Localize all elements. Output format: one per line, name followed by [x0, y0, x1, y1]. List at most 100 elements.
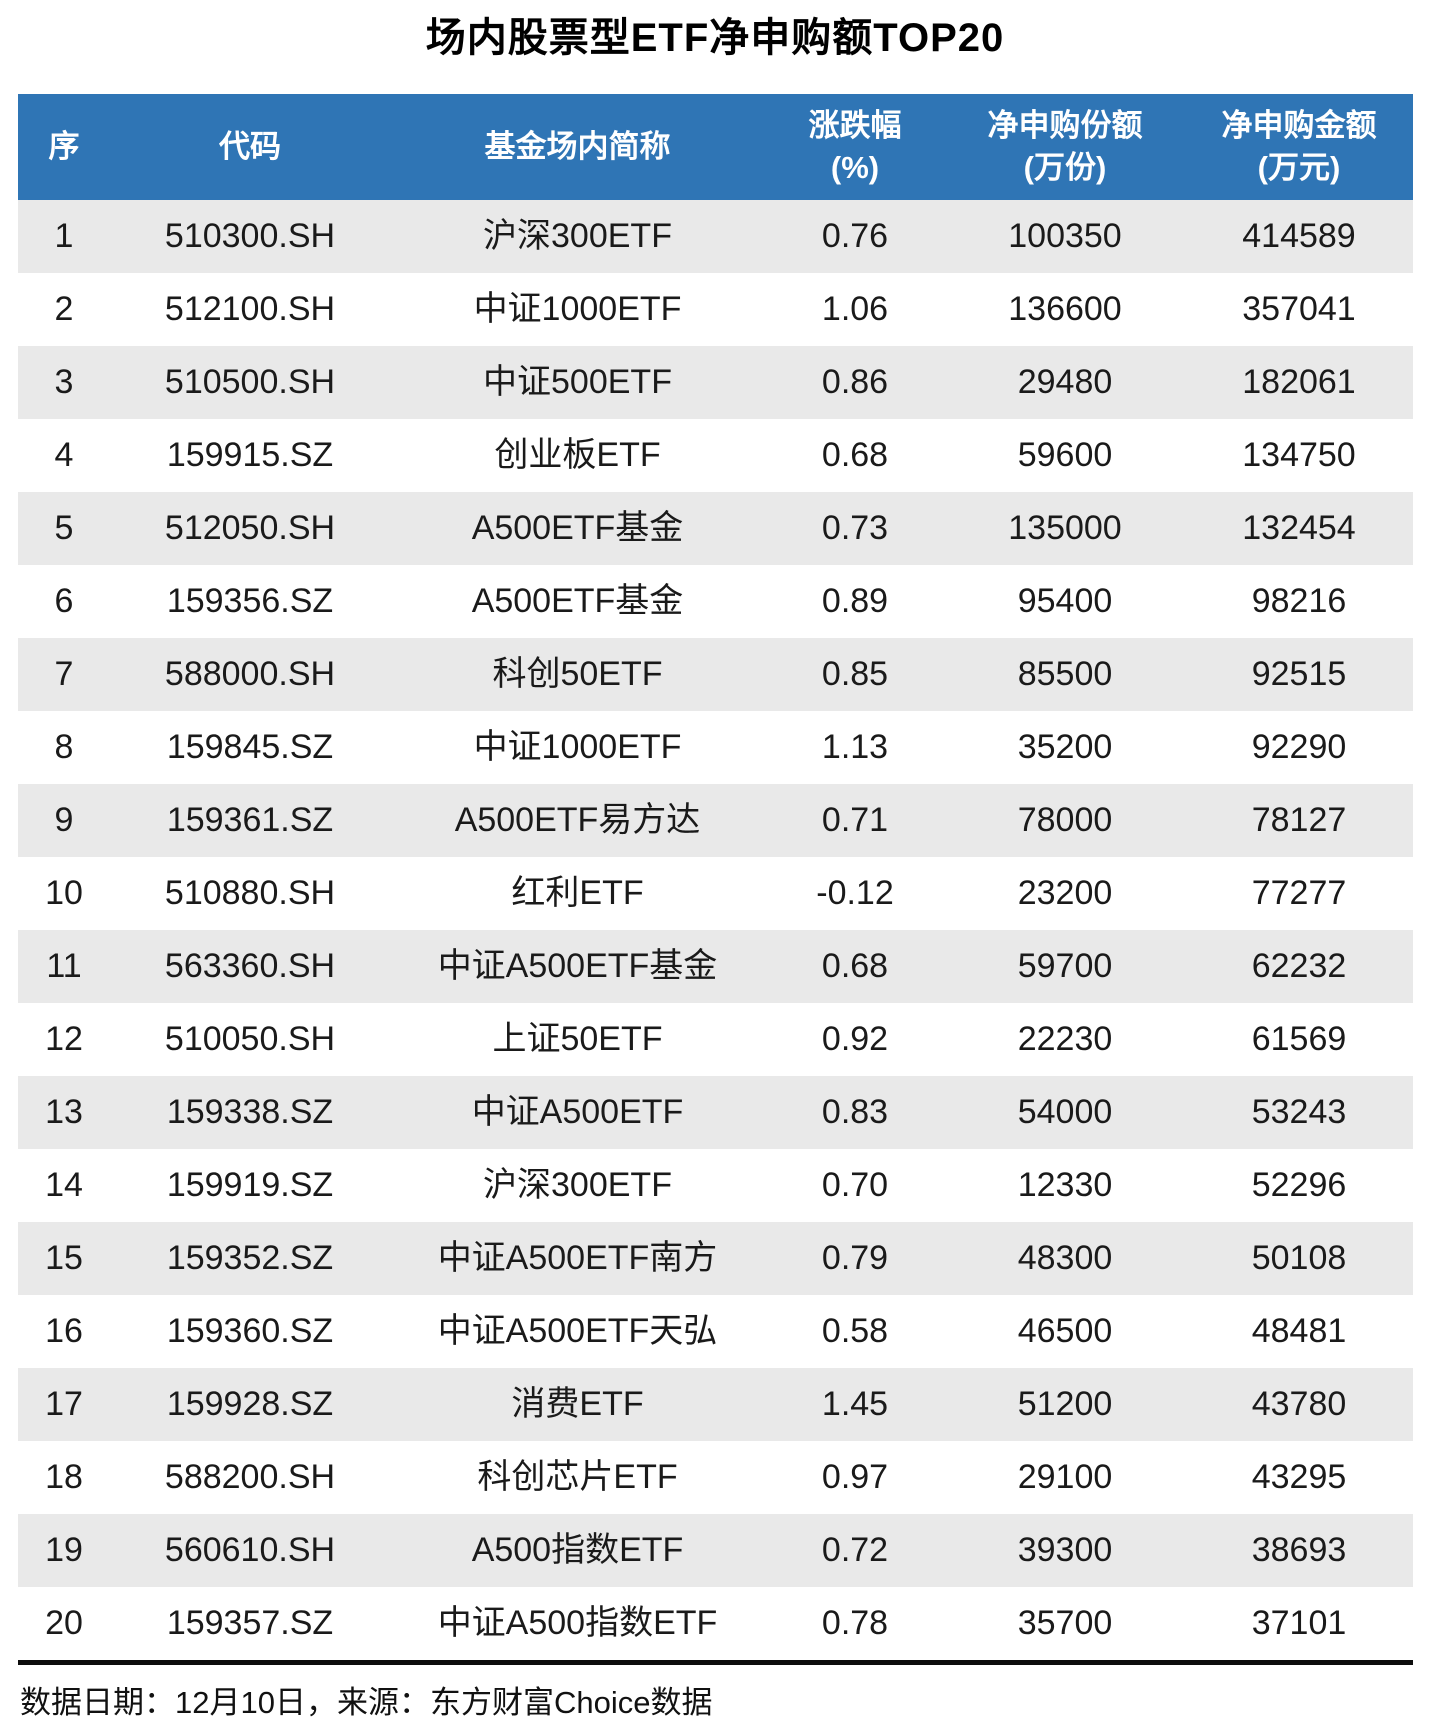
cell-seq: 18	[45, 1458, 83, 1496]
cell-net-shares: 23200	[1017, 874, 1113, 912]
cell-code: 159352.SZ	[166, 1239, 334, 1277]
header-code: 代码	[110, 94, 390, 200]
cell-change-pct: 0.68	[821, 436, 889, 474]
table-row: 18 588200.SH 科创芯片ETF 0.97 29100 43295	[18, 1441, 1413, 1514]
cell-fund-name: 中证1000ETF	[473, 290, 682, 328]
header-change-pct: 涨跌幅 (%)	[765, 94, 945, 200]
cell-code: 159356.SZ	[166, 582, 334, 620]
table-row: 16 159360.SZ 中证A500ETF天弘 0.58 46500 4848…	[18, 1295, 1413, 1368]
cell-net-amount: 38693	[1251, 1531, 1347, 1569]
table-row: 2 512100.SH 中证1000ETF 1.06 136600 357041	[18, 273, 1413, 346]
header-net-amount-line1: 净申购金额	[1221, 108, 1377, 143]
cell-fund-name: 中证A500ETF天弘	[437, 1312, 718, 1350]
header-fund-name: 基金场内简称	[390, 94, 765, 200]
cell-code: 588000.SH	[164, 655, 336, 693]
cell-net-shares: 59600	[1017, 436, 1113, 474]
cell-seq: 15	[45, 1239, 83, 1277]
cell-code: 588200.SH	[164, 1458, 336, 1496]
cell-fund-name: 中证A500指数ETF	[437, 1604, 718, 1642]
cell-net-amount: 43295	[1251, 1458, 1347, 1496]
cell-net-shares: 35200	[1017, 728, 1113, 766]
cell-fund-name: 消费ETF	[511, 1385, 644, 1423]
cell-fund-name: 中证A500ETF南方	[437, 1239, 718, 1277]
cell-change-pct: 0.78	[821, 1604, 889, 1642]
cell-net-shares: 59700	[1017, 947, 1113, 985]
table-row: 19 560610.SH A500指数ETF 0.72 39300 38693	[18, 1514, 1413, 1587]
cell-fund-name: 中证1000ETF	[473, 728, 682, 766]
table-row: 9 159361.SZ A500ETF易方达 0.71 78000 78127	[18, 784, 1413, 857]
cell-seq: 12	[45, 1020, 83, 1058]
cell-net-amount: 53243	[1251, 1093, 1347, 1131]
header-change-pct-line2: (%)	[830, 150, 880, 185]
cell-net-amount: 78127	[1251, 801, 1347, 839]
cell-code: 159338.SZ	[166, 1093, 334, 1131]
cell-code: 510500.SH	[164, 363, 336, 401]
cell-fund-name: 科创50ETF	[492, 655, 663, 693]
cell-net-amount: 182061	[1242, 363, 1356, 401]
cell-change-pct: 1.45	[821, 1385, 889, 1423]
table-row: 6 159356.SZ A500ETF基金 0.89 95400 98216	[18, 565, 1413, 638]
cell-net-amount: 414589	[1242, 217, 1356, 255]
cell-seq: 2	[54, 290, 74, 328]
table-row: 13 159338.SZ 中证A500ETF 0.83 54000 53243	[18, 1076, 1413, 1149]
header-code-line1: 代码	[219, 129, 281, 164]
cell-net-shares: 54000	[1017, 1093, 1113, 1131]
cell-seq: 9	[54, 801, 74, 839]
cell-code: 159915.SZ	[166, 436, 334, 474]
cell-change-pct: 0.92	[821, 1020, 889, 1058]
cell-seq: 10	[45, 874, 83, 912]
cell-change-pct: 0.58	[821, 1312, 889, 1350]
cell-code: 159919.SZ	[166, 1166, 334, 1204]
cell-change-pct: 0.79	[821, 1239, 889, 1277]
cell-seq: 1	[54, 217, 74, 255]
table-row: 12 510050.SH 上证50ETF 0.92 22230 61569	[18, 1003, 1413, 1076]
cell-net-amount: 77277	[1251, 874, 1347, 912]
cell-code: 560610.SH	[164, 1531, 336, 1569]
cell-fund-name: 中证A500ETF	[471, 1093, 684, 1131]
cell-code: 510300.SH	[164, 217, 336, 255]
table-row: 11 563360.SH 中证A500ETF基金 0.68 59700 6223…	[18, 930, 1413, 1003]
cell-net-shares: 39300	[1017, 1531, 1113, 1569]
table-row: 8 159845.SZ 中证1000ETF 1.13 35200 92290	[18, 711, 1413, 784]
cell-net-amount: 62232	[1251, 947, 1347, 985]
cell-change-pct: 0.76	[821, 217, 889, 255]
table-row: 1 510300.SH 沪深300ETF 0.76 100350 414589	[18, 200, 1413, 273]
header-net-amount: 净申购金额 (万元)	[1185, 94, 1413, 200]
page-title: 场内股票型ETF净申购额TOP20	[425, 16, 1005, 60]
cell-net-amount: 50108	[1251, 1239, 1347, 1277]
cell-seq: 6	[54, 582, 74, 620]
table-row: 4 159915.SZ 创业板ETF 0.68 59600 134750	[18, 419, 1413, 492]
cell-seq: 7	[54, 655, 74, 693]
cell-change-pct: 0.70	[821, 1166, 889, 1204]
cell-fund-name: 科创芯片ETF	[477, 1458, 678, 1496]
cell-fund-name: A500指数ETF	[471, 1531, 684, 1569]
cell-fund-name: A500ETF易方达	[454, 801, 701, 839]
cell-seq: 13	[45, 1093, 83, 1131]
cell-net-shares: 29100	[1017, 1458, 1113, 1496]
cell-fund-name: A500ETF基金	[471, 509, 684, 547]
cell-code: 510050.SH	[164, 1020, 336, 1058]
cell-net-amount: 43780	[1251, 1385, 1347, 1423]
header-net-amount-line2: (万元)	[1257, 150, 1341, 185]
header-net-shares: 净申购份额 (万份)	[945, 94, 1185, 200]
cell-net-shares: 29480	[1017, 363, 1113, 401]
etf-table: 序 代码 基金场内简称 涨跌幅 (%) 净申购份额 (万份) 净申购金额 (万	[18, 94, 1413, 1660]
cell-net-amount: 48481	[1251, 1312, 1347, 1350]
cell-net-shares: 48300	[1017, 1239, 1113, 1277]
header-seq-line1: 序	[48, 129, 80, 164]
cell-net-amount: 92515	[1251, 655, 1347, 693]
cell-fund-name: 上证50ETF	[492, 1020, 663, 1058]
cell-net-amount: 61569	[1251, 1020, 1347, 1058]
cell-fund-name: 沪深300ETF	[483, 1166, 672, 1204]
header-fund-name-line1: 基金场内简称	[484, 129, 671, 164]
cell-change-pct: 0.72	[821, 1531, 889, 1569]
header-net-shares-line2: (万份)	[1023, 150, 1107, 185]
cell-seq: 5	[54, 509, 74, 547]
cell-code: 159928.SZ	[166, 1385, 334, 1423]
cell-change-pct: 1.06	[821, 290, 889, 328]
header-net-shares-line1: 净申购份额	[987, 108, 1143, 143]
cell-change-pct: 0.89	[821, 582, 889, 620]
cell-change-pct: -0.12	[816, 874, 894, 912]
cell-change-pct: 0.71	[821, 801, 889, 839]
cell-net-shares: 12330	[1017, 1166, 1113, 1204]
